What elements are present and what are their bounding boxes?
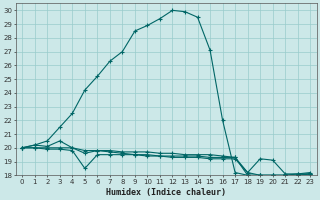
X-axis label: Humidex (Indice chaleur): Humidex (Indice chaleur) — [106, 188, 226, 197]
